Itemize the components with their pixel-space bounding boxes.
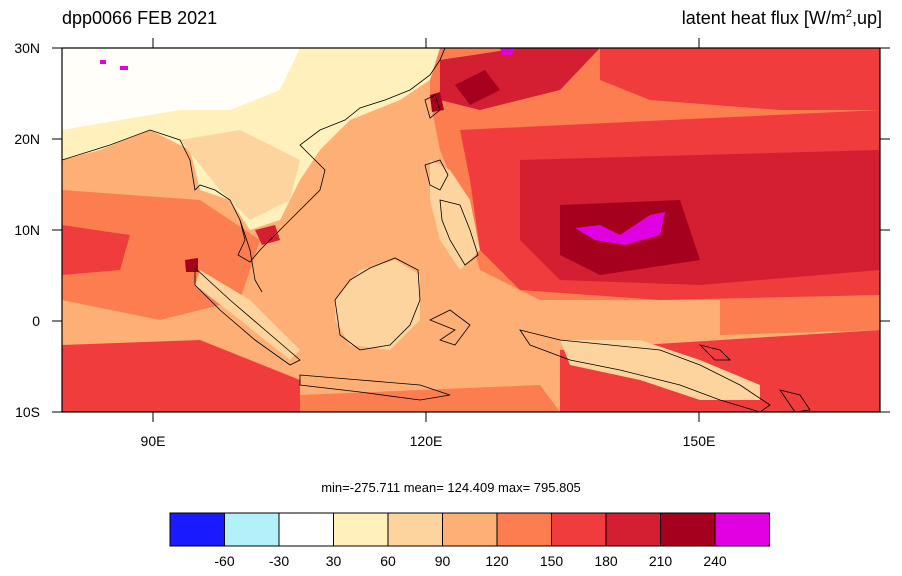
colorbar-label: 180 <box>594 553 618 569</box>
colorbar-swatch <box>278 512 334 547</box>
lat-label-0: 0 <box>32 313 40 329</box>
title-right: latent heat flux [W/m2,up] <box>682 8 882 29</box>
lon-label-90e: 90E <box>140 433 166 449</box>
lon-label-150e: 150E <box>682 433 716 449</box>
colorbar-swatch <box>169 512 225 547</box>
lat-label-30n: 30N <box>14 40 40 56</box>
lat-label-10n: 10N <box>14 222 40 238</box>
colorbar-label: 90 <box>434 553 451 569</box>
lon-label-120e: 120E <box>409 433 443 449</box>
colorbar-swatch <box>333 512 389 547</box>
lat-label-20n: 20N <box>14 131 40 147</box>
axis-ticks <box>52 38 890 422</box>
lat-label-10s: 10S <box>15 404 40 420</box>
colorbar-swatch <box>496 512 552 547</box>
colorbar-label: 120 <box>485 553 509 569</box>
colorbar-label: 60 <box>380 553 396 569</box>
coastlines <box>62 48 811 412</box>
colorbar-label: 210 <box>648 553 673 569</box>
colorbar-swatch <box>714 512 770 547</box>
colorbar-label: -30 <box>268 553 290 569</box>
map-field <box>62 48 880 412</box>
stats-line: min=-275.711 mean= 124.409 max= 795.805 <box>321 480 581 495</box>
title-right-tail: ,up] <box>851 8 882 28</box>
colorbar-swatch <box>442 512 498 547</box>
colorbar-swatch <box>387 512 443 547</box>
colorbar-label: 30 <box>325 553 342 569</box>
colorbar-swatch <box>224 512 280 547</box>
colorbar-swatch <box>551 512 607 547</box>
colorbar-swatch <box>605 512 661 547</box>
colorbar-label: -60 <box>214 553 235 569</box>
colorbar-label: 150 <box>539 553 564 569</box>
colorbar <box>169 512 770 547</box>
colorbar-swatch <box>660 512 716 547</box>
colorbar-label: 240 <box>703 553 727 569</box>
title-right-main: latent heat flux [W/m <box>681 8 846 28</box>
title-right-sup: 2 <box>845 8 852 20</box>
title-left: dpp0066 FEB 2021 <box>62 8 218 28</box>
